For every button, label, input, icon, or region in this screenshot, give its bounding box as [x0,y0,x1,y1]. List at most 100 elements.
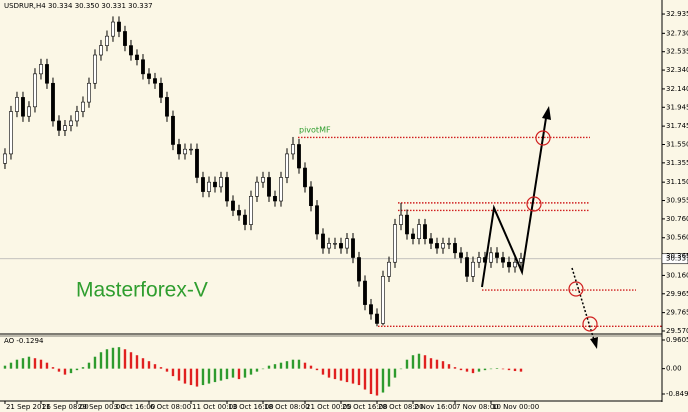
candle-body [45,64,49,84]
ao-bar [489,368,493,370]
ao-bar [297,359,301,369]
candle-body [441,243,445,249]
ao-bar [189,368,193,386]
candle-body [9,111,13,155]
ao-bar [519,368,523,372]
candle-body [519,258,523,263]
y-tick-label: 0.00 [666,365,682,373]
x-tick-label: 21 Sep 2011 [6,403,50,411]
y-tick-label: 32.340 [666,66,688,74]
candle-body [465,257,469,277]
candle-body [207,181,211,192]
candle-body [375,313,379,324]
candle-body [63,125,67,131]
x-tick-label: 13 Oct 16:00 [228,403,274,411]
candle-body [87,82,91,103]
x-tick-label: 6 Oct 08:00 [150,403,191,411]
ao-bar [363,368,367,390]
dotted-arrow [571,267,595,341]
candle-body [345,238,349,249]
ao-bar [369,368,373,395]
ao-bar [429,358,433,369]
ao-bar [333,368,337,380]
candle-body [147,73,151,79]
ao-bar [513,368,517,372]
candle-body [405,214,409,235]
ao-bar [147,361,151,369]
candle-body [429,238,433,244]
ao-bar [57,368,61,372]
ao-bar [285,361,289,369]
pivot-label: pivotMF [299,126,331,135]
marker-circle [582,316,598,332]
ao-bar [309,365,313,369]
candle-body [459,252,463,258]
candle-body [111,21,115,37]
candle-body [195,148,199,178]
candle-body [447,243,451,245]
candle-body [327,243,331,249]
ao-bar [327,368,331,378]
ao-bar [501,368,505,370]
ao-bar [87,362,91,369]
candle-body [201,177,205,192]
ao-bar [9,362,13,369]
marker-circle [568,281,584,297]
candle-body [381,276,385,324]
ao-bar [207,368,211,384]
candle-body [39,64,43,75]
candle-body [387,261,391,277]
y-tick-label: 32.730 [666,29,688,37]
ao-bar [393,368,397,378]
ao-bar [435,359,439,369]
ao-bar [483,368,487,371]
y-tick-label: 31.355 [666,159,688,167]
ao-bar [477,368,481,372]
ao-bar [69,368,73,374]
candle-body [333,243,337,245]
candle-body [369,304,373,315]
ao-bar [129,352,133,369]
ao-bar [441,361,445,369]
candle-body [231,200,235,211]
candle-body [165,97,169,117]
y-tick-label: 32.935 [666,10,688,18]
ao-bar [195,368,199,387]
candle-body [351,238,355,258]
ao-bar [75,368,79,371]
candle-body [183,148,187,155]
last-price-box [661,253,688,265]
ao-bar [3,365,7,369]
ao-bar [249,368,253,375]
candle-body [339,243,343,249]
ao-bar [15,359,19,369]
candle-body [93,54,97,84]
ao-bar [141,358,145,369]
ao-bar [255,368,259,372]
candle-body [123,31,127,46]
ao-bar [111,347,115,369]
candle-body [189,148,193,151]
indicator-title: AO -0.1294 [4,337,44,345]
y-tick-label: 30.365 [666,252,688,260]
ao-bar [231,368,235,378]
ao-bar [183,368,187,384]
y-tick-label: 30.955 [666,197,688,205]
arrow-head [590,337,598,349]
candle-body [117,21,121,32]
candle-body [285,153,289,178]
ao-bar [411,355,415,369]
candle-body [243,214,247,225]
candle-body [423,224,427,239]
y-tick-label: 31.745 [666,122,688,130]
candle-body [105,35,109,46]
y-tick-label: 29.965 [666,290,688,298]
y-tick-label: -0.8492 [666,390,688,398]
ao-bar [291,359,295,369]
candle-body [507,261,511,268]
x-tick-label: 18 Oct 08:00 [264,403,310,411]
ao-bar [339,368,343,381]
y-tick-label: 30.160 [666,271,688,279]
